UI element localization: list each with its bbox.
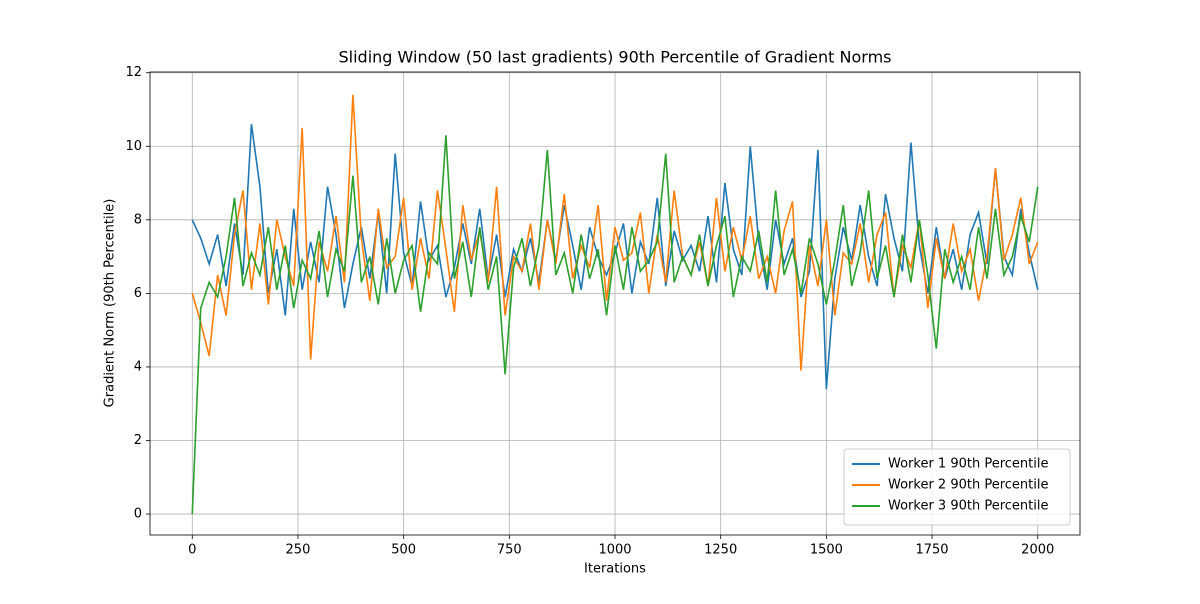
x-tick-label: 250 (286, 543, 311, 558)
y-tick-label: 0 (134, 507, 142, 522)
series-line (191, 124, 1039, 390)
x-axis-label: Iterations (584, 562, 646, 577)
legend-label: Worker 2 90th Percentile (888, 478, 1048, 493)
x-tick-label: 1250 (704, 543, 737, 558)
x-tick-label: 750 (497, 543, 522, 558)
x-tick-label: 0 (188, 543, 196, 558)
x-tick-label: 2000 (1021, 543, 1054, 558)
x-tick-label: 500 (391, 543, 416, 558)
y-tick-label: 2 (134, 433, 142, 448)
y-axis-label: Gradient Norm (90th Percentile) (103, 199, 118, 408)
series-line (191, 135, 1039, 515)
chart-title: Sliding Window (50 last gradients) 90th … (339, 48, 892, 67)
legend-box (843, 448, 1071, 526)
y-tick-label: 12 (125, 65, 142, 80)
x-tick-label: 1750 (915, 543, 948, 558)
y-tick-label: 8 (134, 212, 142, 227)
legend-label: Worker 1 90th Percentile (888, 457, 1048, 472)
x-tick-label: 1000 (598, 543, 631, 558)
plot-frame (149, 71, 1081, 536)
legend-label: Worker 3 90th Percentile (888, 499, 1048, 514)
legend: Worker 1 90th Percentile Worker 2 90th Pe… (843, 448, 1071, 526)
x-tick-label: 1500 (810, 543, 843, 558)
y-tick-label: 4 (134, 359, 142, 374)
y-tick-label: 10 (125, 139, 142, 154)
y-tick-label: 6 (134, 286, 142, 301)
